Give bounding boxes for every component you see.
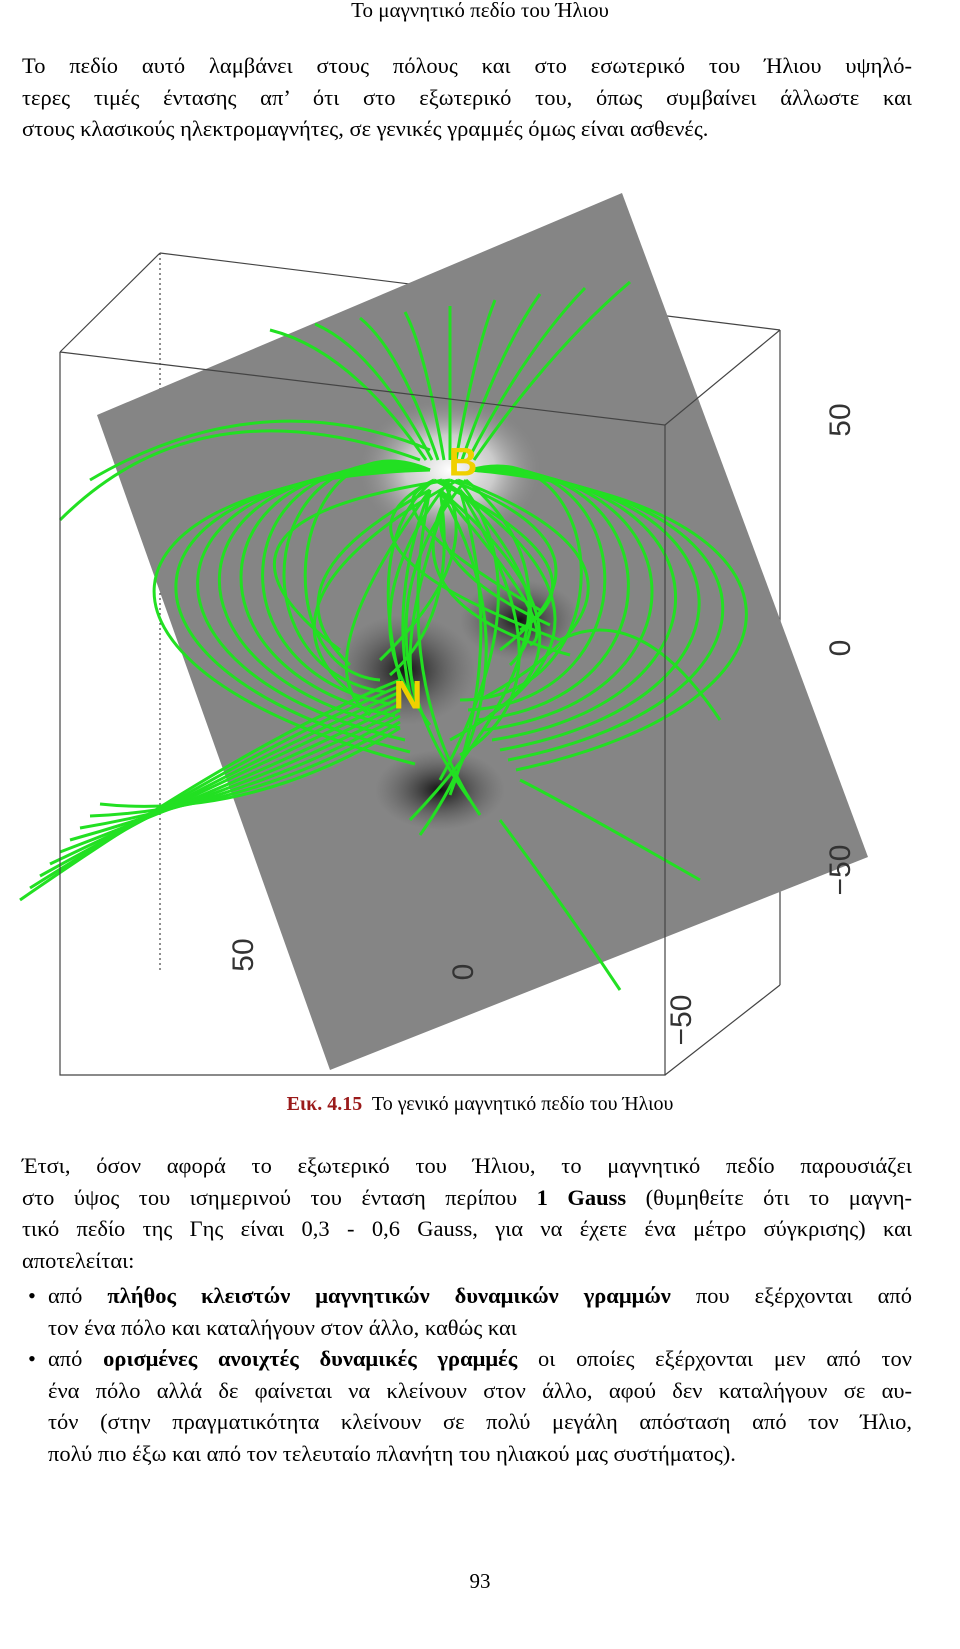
text-line: στο ύψος του ισημερινού του ένταση περίπ… xyxy=(22,1182,912,1214)
field-line xyxy=(58,429,421,522)
text: από xyxy=(48,1346,104,1371)
field-line xyxy=(314,322,434,461)
field-line xyxy=(460,293,542,461)
field-line xyxy=(59,702,401,854)
field-lines xyxy=(19,280,748,991)
text-line: Το πεδίο αυτό λαμβάνει στους πόλους και … xyxy=(22,53,912,78)
caption-number: Εικ. 4.15 xyxy=(286,1093,363,1115)
field-line xyxy=(269,328,428,461)
text: από xyxy=(48,1283,108,1308)
axis-label: 0 xyxy=(824,640,857,657)
field-line xyxy=(312,478,459,702)
pole-label: B xyxy=(449,441,478,485)
text: τον ένα πόλο και καταλήγουν στον άλλο, κ… xyxy=(48,1314,517,1340)
field-line xyxy=(359,316,440,461)
paragraph: Έτσι, όσον αφορά το εξωτερικό του Ήλιου,… xyxy=(22,1150,912,1276)
field-line xyxy=(39,690,401,878)
field-line xyxy=(458,489,521,757)
field-line xyxy=(403,311,446,461)
text-line: τόν (στην πραγματικότητα κλείνουν σε πολ… xyxy=(48,1406,912,1438)
bullet: • xyxy=(28,1283,36,1308)
text-line: στους κλασικούς ηλεκτρομαγνήτες, σε γενι… xyxy=(22,116,709,141)
text-line: από ορισμένες ανοιχτές δυναμικές γραμμές… xyxy=(48,1343,912,1375)
field-line xyxy=(454,299,497,461)
field-line xyxy=(69,708,401,842)
text-line: τικό πεδίο της Γης είναι 0,3 - 0,6 Gauss… xyxy=(22,1213,912,1245)
caption-text: Το γενικό μαγνητικό πεδίο του Ήλιου xyxy=(371,1093,674,1115)
field-line xyxy=(19,678,401,902)
text: στο ύψος του ισημερινού του ένταση περίπ… xyxy=(22,1184,537,1210)
paragraph: Το πεδίο αυτό λαμβάνει στους πόλους και … xyxy=(22,50,912,145)
text: αποτελείται: xyxy=(22,1247,135,1273)
text: οι οποίες εξέρχονται μεν από τον xyxy=(517,1346,912,1371)
field-line xyxy=(49,696,401,866)
text: πολύ πιο έξω και από τον τελευταίο πλανή… xyxy=(48,1440,736,1466)
field-line xyxy=(466,286,587,461)
dark-region xyxy=(375,750,505,830)
field-line xyxy=(438,489,539,647)
field-line xyxy=(431,489,571,657)
bold-text: πλήθος κλειστών μαγνητικών δυναμικών γρα… xyxy=(107,1283,671,1308)
bullet: • xyxy=(28,1346,36,1371)
caption: Εικ. 4.15 Το γενικό μαγνητικό πεδίο του … xyxy=(0,1093,960,1116)
field-line xyxy=(316,488,431,667)
field-line xyxy=(152,468,431,766)
field-line xyxy=(439,488,542,717)
text: ένα πόλο αλλά δε φαίνεται να κλείνουν στ… xyxy=(48,1377,912,1403)
text-line: πολύ πιο έξω και από τον τελευταίο πλανή… xyxy=(48,1438,912,1470)
field-line xyxy=(498,819,622,991)
axis-label: 50 xyxy=(227,938,260,971)
axis-label: −50 xyxy=(824,845,857,896)
text: (θυμηθείτε ότι το μαγνη- xyxy=(626,1184,913,1210)
box-front xyxy=(59,252,781,1076)
text-line: Έτσι, όσον αφορά το εξωτερικό του Ήλιου,… xyxy=(22,1150,912,1182)
axis-label: 50 xyxy=(824,403,857,436)
field-line xyxy=(401,489,432,696)
page-number: 93 xyxy=(469,1569,491,1593)
text-line: από πλήθος κλειστών μαγνητικών δυναμικών… xyxy=(48,1280,912,1312)
field-line xyxy=(472,280,631,461)
text-line: τον ένα πόλο και καταλήγουν στον άλλο, κ… xyxy=(48,1312,912,1344)
field-line xyxy=(99,726,401,808)
bullet-item: • από ορισμένες ανοιχτές δυναμικές γραμμ… xyxy=(28,1343,912,1470)
field-line xyxy=(389,489,446,677)
text-line: ένα πόλο αλλά δε φαίνεται να κλείνουν στ… xyxy=(48,1375,912,1407)
field-line xyxy=(418,489,488,836)
field-line xyxy=(389,478,561,642)
bullet-item: • από πλήθος κλειστών μαγνητικών δυναμικ… xyxy=(28,1280,912,1344)
field-line xyxy=(79,714,401,830)
field-line xyxy=(29,684,401,890)
text: τόν (στην πραγματικότητα κλείνουν σε πολ… xyxy=(48,1409,912,1434)
axis-label: 0 xyxy=(447,964,480,981)
pole-label: N xyxy=(394,674,423,718)
running-header: Το μαγνητικό πεδίο του Ήλιου xyxy=(351,0,609,22)
figure: B N 50 0 −50 50 0 −50 xyxy=(19,193,868,1076)
bold-text: 1 Gauss xyxy=(536,1184,627,1210)
field-line xyxy=(89,720,401,818)
text: τικό πεδίο της Γης είναι 0,3 - 0,6 Gauss… xyxy=(22,1216,912,1241)
text: Έτσι, όσον αφορά το εξωτερικό του Ήλιου,… xyxy=(22,1153,912,1178)
text-line: αποτελείται: xyxy=(22,1245,912,1277)
field-line xyxy=(89,419,431,482)
text-line: τερες τιμές έντασης απ’ ότι στο εξωτερικ… xyxy=(22,84,912,110)
field-line xyxy=(519,778,701,882)
axis-label: −50 xyxy=(665,995,698,1046)
field-line xyxy=(416,489,482,816)
text: που εξέρχονται από xyxy=(670,1283,912,1308)
field-line xyxy=(272,478,451,652)
bold-text: ορισμένες ανοιχτές δυναμικές γραμμές xyxy=(103,1346,518,1371)
field-line xyxy=(469,468,748,772)
field-line xyxy=(559,628,722,721)
